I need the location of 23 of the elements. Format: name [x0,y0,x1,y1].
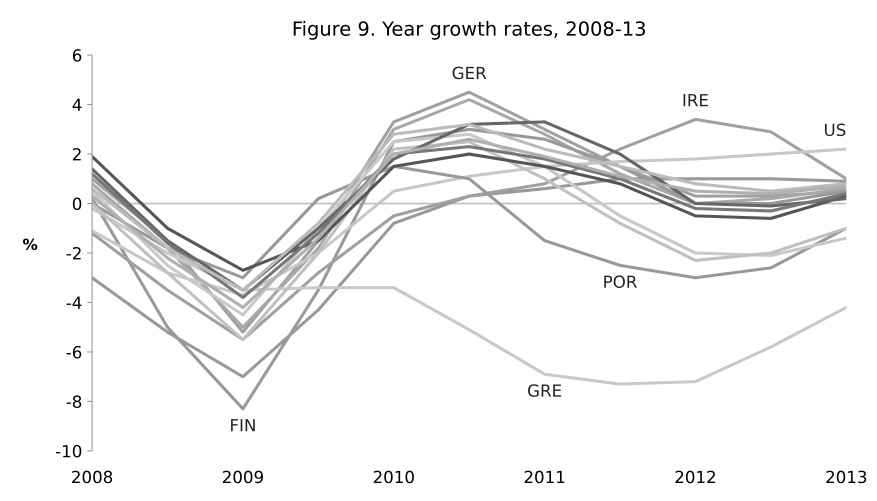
y-tick-label: -4 [66,296,82,309]
series-label: GRE [528,384,562,397]
y-axis-title: % [22,238,38,250]
x-tick-label: 2011 [524,470,564,484]
series-label: IRE [684,94,708,106]
series-label: FIN [231,419,255,432]
y-tick-label: -2 [66,246,81,260]
x-tick-label: 2010 [374,470,414,484]
y-tick-label: 4 [72,98,82,111]
y-tick-label: 2 [72,148,81,160]
y-tick-label: -8 [66,395,82,408]
y-tick-label: 0 [72,197,82,210]
series-label: POR [604,275,637,288]
series-label: US [824,124,846,136]
series-label: GER [452,66,486,80]
chart-title: Figure 9. Year growth rates, 2008-13 [294,20,645,40]
y-tick-label: -10 [56,444,82,458]
y-tick-label: 6 [72,49,82,62]
x-tick-label: 2008 [72,470,112,484]
x-tick-label: 2009 [222,470,263,484]
x-tick-label: 2013 [826,470,866,484]
x-tick-label: 2012 [675,470,715,484]
y-tick-label: -6 [66,346,82,359]
